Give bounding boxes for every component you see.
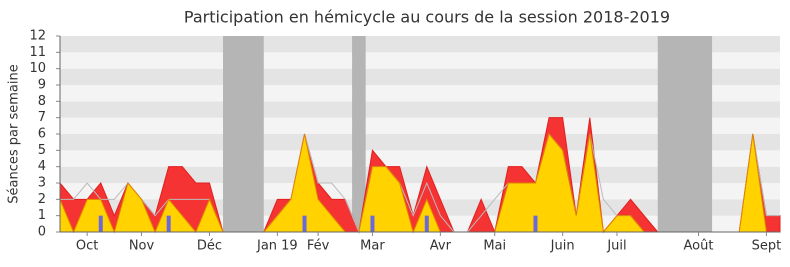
y-tick-label: 8 [38, 94, 46, 109]
y-tick-label: 0 [38, 225, 46, 240]
bar [370, 215, 375, 232]
shaded-period [223, 36, 264, 232]
bar [98, 215, 103, 232]
bar [166, 215, 171, 232]
x-tick-label: Août [684, 239, 714, 254]
y-tick-label: 2 [38, 192, 46, 207]
y-tick-label: 5 [38, 143, 46, 158]
bar [424, 215, 429, 232]
y-tick-label: 7 [38, 110, 46, 125]
y-tick-label: 11 [29, 45, 46, 60]
y-tick-label: 12 [29, 29, 46, 44]
y-tick-label: 9 [38, 78, 46, 93]
y-axis-label: Séances par semaine [7, 64, 22, 203]
y-tick-label: 6 [38, 127, 46, 142]
x-tick-label: Mai [483, 239, 506, 254]
y-tick-label: 3 [38, 176, 46, 191]
x-tick-label: Jan 19 [256, 239, 298, 254]
x-tick-label: Déc [197, 239, 222, 254]
x-tick-label: Mar [360, 239, 385, 254]
x-tick-label: Fév [307, 239, 330, 254]
x-tick-label: Sept [752, 239, 782, 254]
y-tick-label: 1 [38, 208, 46, 223]
y-tick-label: 4 [38, 159, 46, 174]
x-tick-label: Oct [76, 239, 98, 254]
bar [302, 215, 307, 232]
x-tick-label: Nov [129, 239, 155, 254]
shaded-period [657, 36, 713, 232]
x-tick-label: Juil [606, 239, 626, 254]
y-tick-label: 10 [29, 61, 46, 76]
shaded-period [352, 36, 366, 232]
bar [533, 215, 538, 232]
x-tick-label: Avr [430, 239, 452, 254]
chart-title: Participation en hémicycle au cours de l… [184, 8, 670, 27]
x-tick-label: Juin [550, 239, 575, 254]
